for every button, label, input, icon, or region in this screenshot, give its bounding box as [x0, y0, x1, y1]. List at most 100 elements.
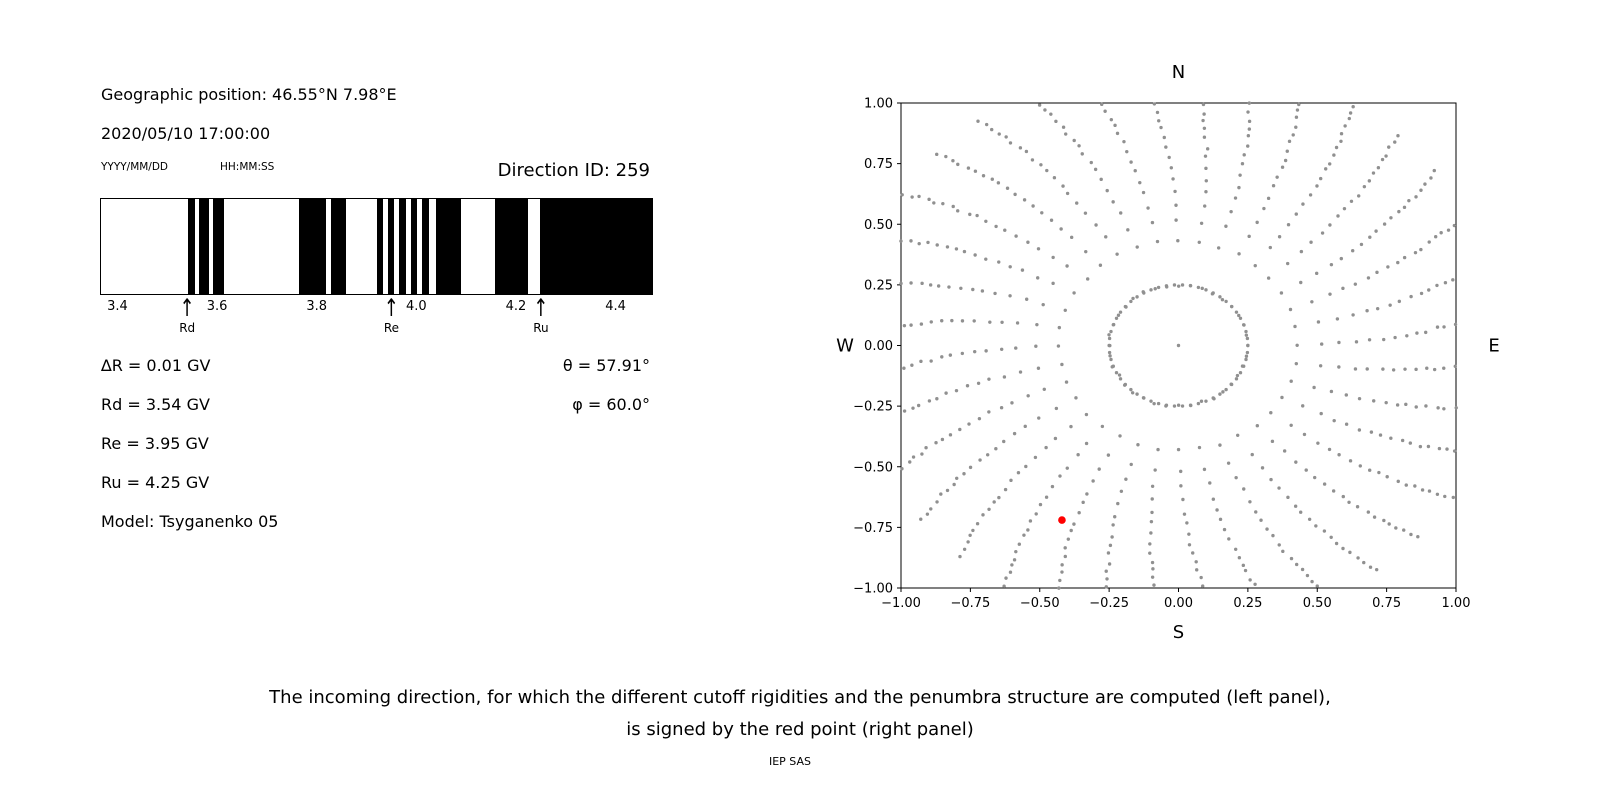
asymptotic-direction-dot — [1393, 335, 1397, 340]
asymptotic-direction-dot — [917, 194, 921, 199]
asymptotic-direction-dot — [1224, 224, 1228, 228]
asymptotic-direction-dot — [1061, 184, 1065, 188]
asymptotic-direction-dot — [1052, 176, 1057, 180]
penumbra-black-band — [540, 199, 652, 294]
asymptotic-direction-dot — [1384, 400, 1388, 405]
asymptotic-direction-dot — [1131, 296, 1135, 301]
asymptotic-direction-dot — [1185, 521, 1189, 525]
asymptotic-direction-dot — [980, 289, 985, 293]
asymptotic-direction-dot — [1129, 160, 1133, 164]
asymptotic-direction-dot — [1368, 235, 1372, 239]
asymptotic-direction-dot — [1176, 284, 1181, 288]
asymptotic-direction-dot — [1381, 367, 1385, 371]
asymptotic-direction-dot — [1204, 189, 1208, 194]
asymptotic-direction-dot — [1371, 171, 1376, 175]
cutoff-marker-re: ↑ Re — [371, 296, 411, 335]
asymptotic-direction-dot — [1395, 403, 1400, 407]
re-value: Re = 3.95 GV — [101, 434, 209, 453]
asymptotic-direction-dot — [1130, 391, 1135, 395]
asymptotic-direction-dot — [1332, 418, 1336, 423]
asymptotic-direction-dot — [910, 363, 914, 367]
asymptotic-direction-dot — [997, 132, 1001, 136]
asymptotic-direction-dot — [1036, 247, 1041, 251]
asymptotic-direction-dot — [1260, 466, 1265, 470]
asymptotic-direction-dot — [919, 517, 923, 521]
asymptotic-direction-dot — [1433, 235, 1438, 239]
asymptotic-direction-dot — [1109, 329, 1113, 334]
asymptotic-direction-dot — [1375, 270, 1379, 275]
asymptotic-direction-dot — [1277, 543, 1281, 547]
asymptotic-direction-dot — [1004, 135, 1008, 139]
asymptotic-direction-dot — [948, 353, 953, 357]
asymptotic-direction-dot — [1362, 184, 1367, 189]
asymptotic-direction-dot — [1226, 461, 1231, 465]
asymptotic-direction-dot — [1241, 323, 1246, 327]
asymptotic-direction-dot — [899, 239, 903, 243]
asymptotic-direction-dot — [1109, 357, 1113, 362]
asymptotic-direction-dot — [1275, 175, 1279, 179]
asymptotic-direction-dot — [1327, 447, 1332, 452]
x-tick-label: 0.25 — [1233, 596, 1262, 611]
asymptotic-direction-dot — [1201, 118, 1205, 123]
asymptotic-direction-dot — [1014, 234, 1018, 238]
asymptotic-direction-dot — [1365, 309, 1369, 313]
asymptotic-direction-dot — [997, 260, 1001, 264]
asymptotic-direction-dot — [1336, 214, 1340, 218]
asymptotic-direction-dot — [1157, 119, 1161, 123]
asymptotic-direction-dot — [1286, 223, 1291, 227]
asymptotic-direction-dot — [1199, 575, 1203, 580]
asymptotic-direction-dot — [981, 174, 986, 178]
asymptotic-direction-dot — [1123, 304, 1128, 309]
asymptotic-direction-dot — [1429, 176, 1433, 180]
asymptotic-direction-dot — [1375, 306, 1380, 311]
asymptotic-direction-dot — [1135, 245, 1139, 249]
asymptotic-direction-dot — [1218, 392, 1222, 396]
penumbra-xtick-label: 4.4 — [605, 299, 626, 314]
asymptotic-direction-dot — [1243, 568, 1248, 573]
delta-r-value: ∆R = 0.01 GV — [101, 356, 211, 375]
asymptotic-direction-dot — [1348, 550, 1352, 555]
asymptotic-direction-dot — [941, 201, 945, 206]
asymptotic-direction-dot — [1407, 198, 1411, 203]
asymptotic-direction-dot — [944, 391, 948, 395]
asymptotic-direction-dot — [1283, 158, 1288, 163]
asymptotic-direction-dot — [1318, 176, 1323, 181]
asymptotic-direction-dot — [1026, 528, 1030, 532]
asymptotic-direction-dot — [1135, 295, 1139, 299]
asymptotic-direction-dot — [1113, 123, 1117, 128]
asymptotic-direction-dot — [1247, 127, 1252, 131]
asymptotic-direction-dot — [1094, 223, 1098, 227]
asymptotic-direction-dot — [1265, 527, 1269, 531]
asymptotic-direction-dot — [1204, 288, 1208, 292]
asymptotic-direction-dot — [1348, 459, 1353, 463]
asymptotic-direction-dot — [1182, 512, 1187, 516]
asymptotic-direction-dot — [981, 513, 985, 517]
time-format-label: HH:MM:SS — [220, 161, 275, 173]
penumbra-xtick-label: 3.6 — [206, 299, 228, 314]
penumbra-black-band — [387, 199, 395, 294]
asymptotic-direction-dot — [1287, 139, 1292, 144]
asymptotic-direction-dot — [1111, 323, 1116, 327]
asymptotic-direction-dot — [1409, 532, 1413, 537]
asymptotic-direction-dot — [1419, 291, 1424, 296]
asymptotic-direction-dot — [1156, 447, 1160, 452]
penumbra-black-band — [299, 199, 326, 294]
asymptotic-direction-dot — [1262, 206, 1266, 211]
asymptotic-direction-dot — [1218, 443, 1222, 447]
asymptotic-direction-dot — [1118, 310, 1123, 314]
asymptotic-direction-dot — [1328, 162, 1332, 166]
asymptotic-direction-dot — [996, 181, 1001, 185]
asymptotic-direction-dot — [1156, 285, 1161, 290]
x-tick-label: 0.75 — [1372, 596, 1401, 611]
asymptotic-direction-dot — [940, 319, 944, 323]
asymptotic-direction-dot — [929, 359, 933, 363]
asymptotic-direction-dot — [1038, 502, 1043, 507]
asymptotic-direction-dot — [1341, 494, 1345, 499]
asymptotic-direction-dot — [1138, 180, 1142, 185]
asymptotic-direction-dot — [935, 397, 939, 401]
asymptotic-direction-dot — [1414, 405, 1418, 409]
asymptotic-direction-dot — [1211, 291, 1215, 295]
asymptotic-direction-dot — [1080, 152, 1084, 156]
asymptotic-direction-dot — [945, 488, 950, 493]
asymptotic-direction-dot — [960, 351, 965, 356]
